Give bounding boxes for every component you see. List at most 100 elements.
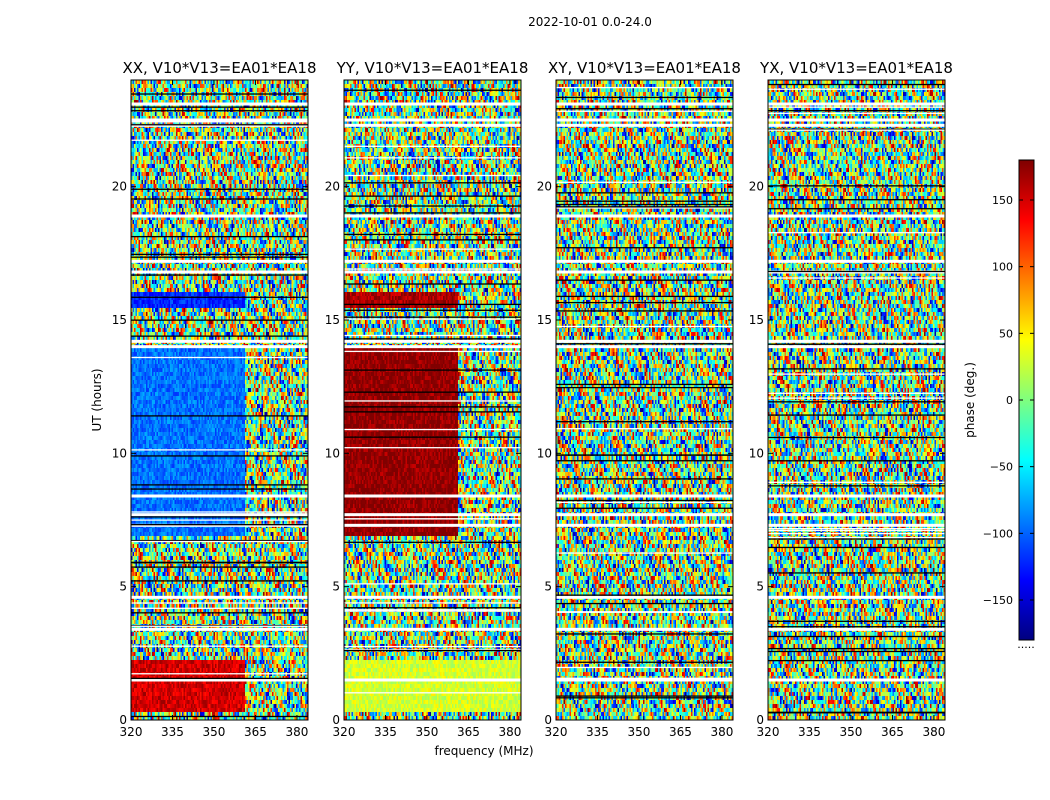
flagged-row [768,373,945,375]
flagged-row [344,157,521,159]
flagged-row [556,633,733,635]
flagged-row [131,561,308,563]
flagged-row [768,635,945,638]
x-axis-label: frequency (MHz) [434,744,533,758]
flagged-row [768,659,945,662]
flagged-row [556,325,733,328]
flagged-row [556,697,733,699]
flagged-row [768,208,945,210]
flagged-row [556,301,733,304]
flagged-row [768,214,945,218]
x-tick-label: 380 [710,725,733,739]
flagged-row [768,536,945,539]
flagged-row [131,198,308,200]
y-tick-label: 0 [756,713,764,727]
flagged-row [344,89,521,91]
flagged-row [768,102,945,106]
flagged-row [131,259,308,263]
flagged-row [556,383,733,386]
flagged-row [131,124,308,126]
y-tick-label: 15 [749,313,764,327]
panel-2-heatmap [344,80,521,720]
flagged-row [131,627,308,631]
flagged-row [768,481,945,483]
flagged-row [556,181,733,183]
y-tick-label: 10 [749,446,764,460]
flagged-row [131,339,308,343]
flagged-row [131,595,308,599]
flagged-row [344,214,521,218]
flagged-row [344,283,521,285]
panel-2-title: YY, V10*V13=EA01*EA18 [336,59,529,77]
flagged-row [344,145,521,147]
flagged-row [344,428,521,431]
x-tick-label: 365 [669,725,692,739]
flagged-row [131,455,308,457]
flagged-row [131,415,308,417]
flagged-row [131,188,308,190]
flagged-row [344,212,521,214]
x-tick-label: 335 [586,725,609,739]
flagged-row [344,239,521,241]
flagged-row [131,139,308,141]
panel-1-title: XX, V10*V13=EA01*EA18 [122,59,316,77]
flagged-row [556,123,733,127]
flagged-row [131,523,308,527]
y-tick-label: 20 [325,180,340,194]
flagged-row [768,678,945,682]
flagged-row [556,386,733,389]
flagged-row [768,620,945,622]
colorbar-label: phase (deg.) [963,362,977,438]
flagged-row [344,406,521,408]
panel-1-heatmap [131,80,308,720]
flagged-row [344,195,521,197]
flagged-row [768,128,945,130]
flagged-row [131,513,308,517]
flagged-row [556,454,733,456]
flagged-row [131,335,308,337]
flagged-row [556,96,733,99]
x-tick-label: 380 [285,725,308,739]
flagged-row [556,108,733,110]
flagged-row [768,88,945,90]
flagged-row [556,595,733,599]
panel-4-title: YX, V10*V13=EA01*EA18 [759,59,953,77]
flagged-row [556,206,733,208]
x-tick-label: 335 [161,725,184,739]
flagged-row [344,436,521,438]
flagged-row [768,345,945,349]
flagged-row [344,645,521,648]
flagged-row [768,414,945,416]
panel-2-frame [343,79,522,721]
flagged-row [768,110,945,112]
flagged-row [344,182,521,184]
panel-4: YX, V10*V13=EA01*EA18 320 335 350 365 380 0 5 10… [749,59,953,739]
flagged-row [556,428,733,430]
flagged-row [344,174,521,177]
y-tick-label: 20 [112,180,127,194]
x-tick-label: 365 [244,725,267,739]
flagged-row [131,488,308,490]
flagged-row [344,595,521,599]
colorbar-tick-label: −150 [983,594,1013,607]
flagged-row [344,102,521,106]
flagged-row [344,607,521,609]
flagged-row [131,106,308,108]
y-tick-label: 0 [332,713,340,727]
flagged-row [768,339,945,343]
y-tick-label: 10 [112,446,127,460]
y-tick-label: 0 [544,713,552,727]
flagged-row [768,232,945,234]
flagged-row [344,268,521,270]
flagged-row [768,572,945,574]
flagged-row [768,368,945,370]
flagged-row [556,627,733,631]
flagged-row [556,523,733,527]
x-tick-label: 320 [333,725,356,739]
x-tick-label: 380 [922,725,945,739]
flagged-row [344,400,521,402]
colorbar-tick-label: 50 [999,327,1013,340]
flagged-row [131,511,308,513]
panel-3: XY, V10*V13=EA01*EA18 320 335 350 365 380 0 5 10… [537,59,741,739]
